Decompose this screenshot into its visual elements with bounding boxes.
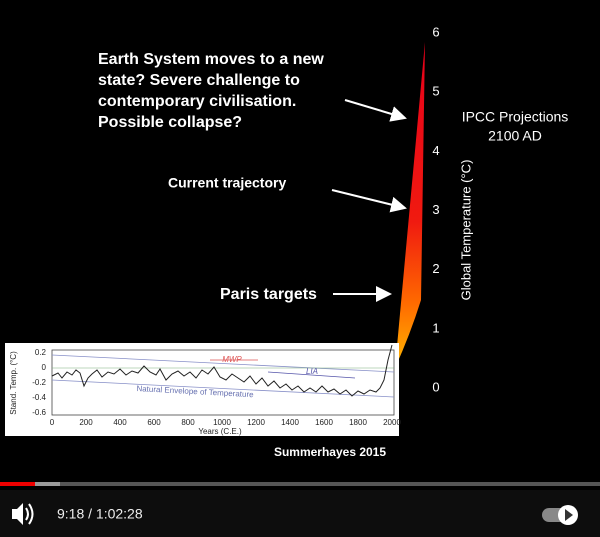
headline-line: state? Severe challenge to <box>98 72 300 89</box>
inset-x-tick: 800 <box>181 418 195 427</box>
axis-tick-label: 4 <box>432 143 439 158</box>
arrow <box>344 99 407 122</box>
autoplay-toggle[interactable] <box>542 505 578 525</box>
progress-track[interactable] <box>0 482 600 486</box>
control-bar <box>0 490 600 537</box>
progress-played <box>0 482 35 486</box>
axis-tick-label: 6 <box>432 24 439 39</box>
temperature-line <box>51 344 393 397</box>
inset-x-tick: 200 <box>79 418 93 427</box>
time-display: 9:18 / 1:02:28 <box>57 506 143 522</box>
mwp-label: MWP <box>222 355 242 364</box>
inset-x-tick: 1000 <box>213 418 231 427</box>
inset-x-tick: 400 <box>113 418 127 427</box>
inset-y-tick: 0 <box>42 363 47 372</box>
projection-wedge <box>395 42 425 368</box>
headline-line: contemporary civilisation. <box>98 93 296 110</box>
progress-buffered <box>35 482 60 486</box>
envelope-line <box>51 354 395 373</box>
envelope-line <box>51 379 395 398</box>
axis-tick-label: 5 <box>432 84 439 99</box>
paris-targets: Paris targets <box>220 286 317 303</box>
projections: 2100 AD <box>488 128 542 144</box>
inset-y-tick: -0.4 <box>32 393 46 402</box>
axis-tick-label: 3 <box>432 202 439 217</box>
inset-x-tick: 1400 <box>281 418 299 427</box>
axis-tick-label: 1 <box>432 320 439 335</box>
inset-x-tick: 1200 <box>247 418 265 427</box>
projections: IPCC Projections <box>462 109 569 125</box>
plot-frame <box>51 349 395 416</box>
headline: Earth System moves to a new state? Sever… <box>98 51 324 131</box>
temperature-axis: 6 5 4 3 2 1 0 <box>432 24 439 394</box>
inset-x-tick: 1600 <box>315 418 333 427</box>
inset-y-tick: -0.2 <box>32 378 46 387</box>
headline-line: Possible collapse? <box>98 114 242 131</box>
lia-span <box>267 371 356 379</box>
inset-x-tick: 2000 <box>383 418 401 427</box>
inset-x-label: Years (C.E.) <box>198 427 242 436</box>
inset-x-tick: 1800 <box>349 418 367 427</box>
axis-tick-label: 2 <box>432 261 439 276</box>
credit: Summerhayes 2015 <box>274 445 386 459</box>
inset-x-tick: 0 <box>50 418 55 427</box>
inset-y-tick: -0.6 <box>32 408 46 417</box>
lia-label: LIA <box>306 367 318 376</box>
inset-x-tick: 600 <box>147 418 161 427</box>
axis-tick-label: 0 <box>432 380 439 395</box>
inset-y-tick: 0.2 <box>35 348 47 357</box>
axis-label: Global Temperature (°C) <box>458 160 473 301</box>
volume-button[interactable] <box>12 503 34 525</box>
current-trajectory: Current trajectory <box>168 175 286 191</box>
headline-line: Earth System moves to a new <box>98 51 324 68</box>
inset-chart: MWP LIA Natural Envelope of Temperature … <box>5 343 401 436</box>
arrow <box>331 189 407 213</box>
inset-y-label: Stand. Temp. (°C) <box>9 351 18 415</box>
